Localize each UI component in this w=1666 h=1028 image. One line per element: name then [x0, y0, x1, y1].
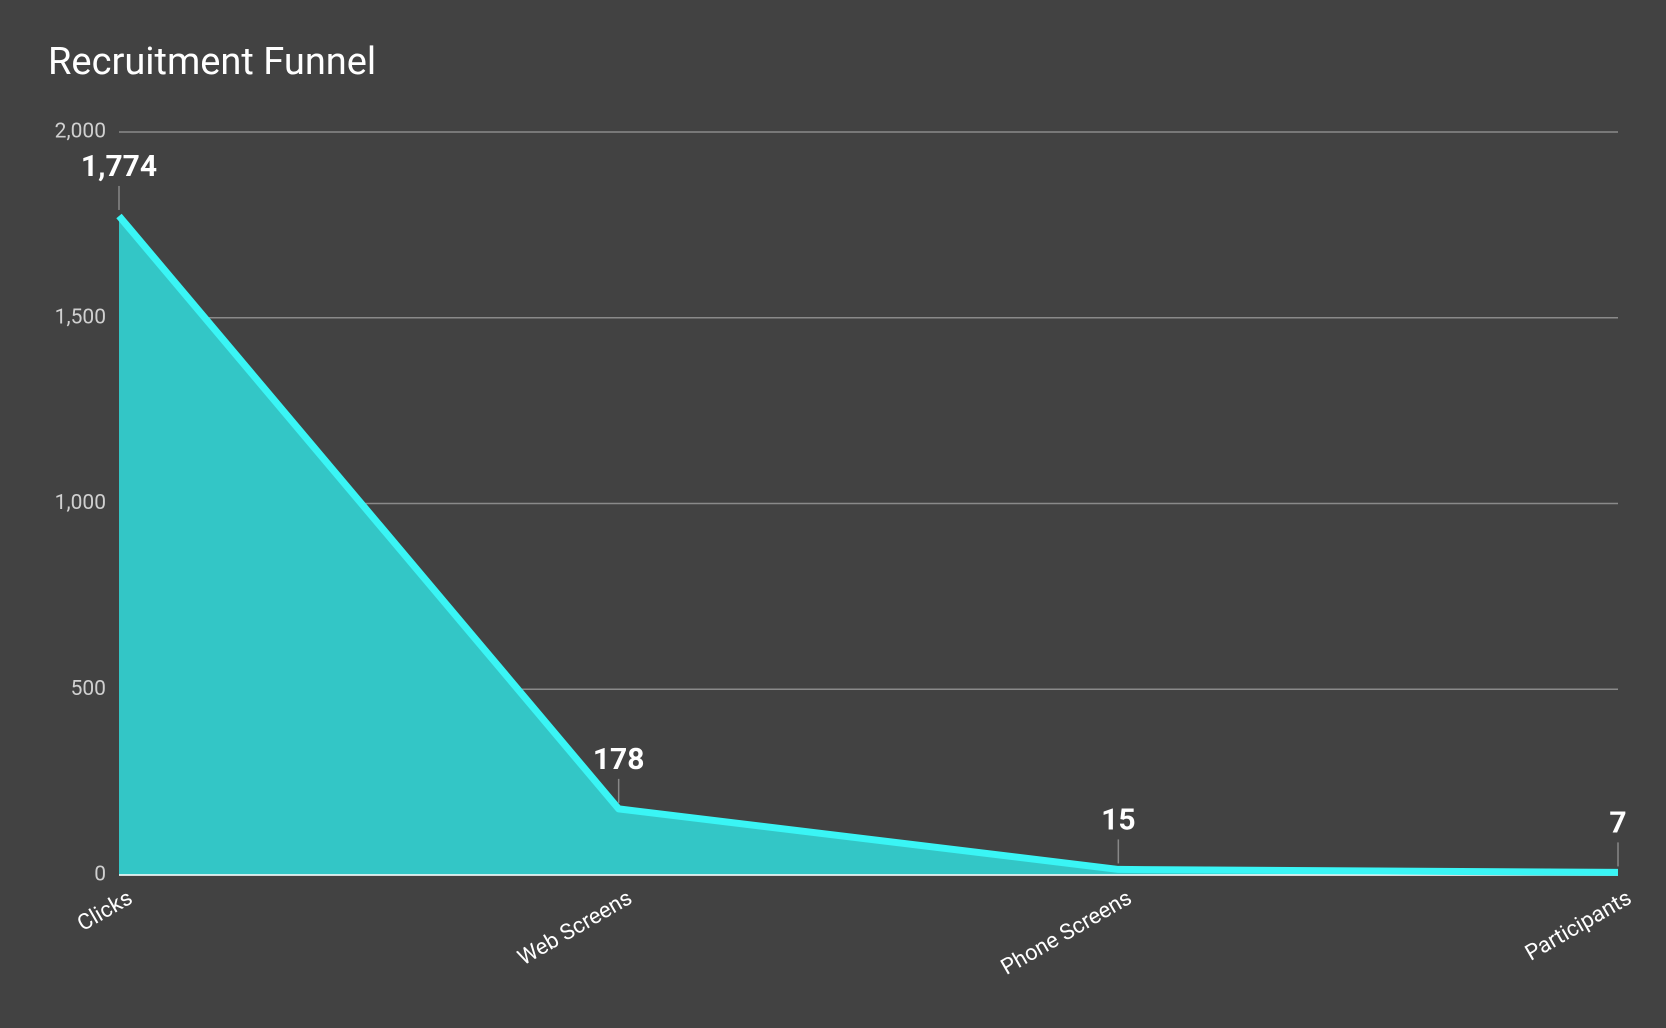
- data-label: 178: [593, 742, 645, 777]
- y-tick-label: 2,000: [55, 120, 106, 144]
- area-fill: [119, 215, 1618, 876]
- y-tick-label: 500: [71, 677, 106, 701]
- data-label: 7: [1609, 805, 1626, 840]
- y-tick-label: 1,500: [55, 305, 106, 329]
- y-tick-label: 0: [94, 863, 106, 887]
- y-tick-label: 1,000: [55, 491, 106, 515]
- data-label: 15: [1101, 802, 1135, 837]
- data-label: 1,774: [81, 149, 157, 184]
- chart-title: Recruitment Funnel: [48, 40, 376, 84]
- area-line: [116, 213, 1619, 876]
